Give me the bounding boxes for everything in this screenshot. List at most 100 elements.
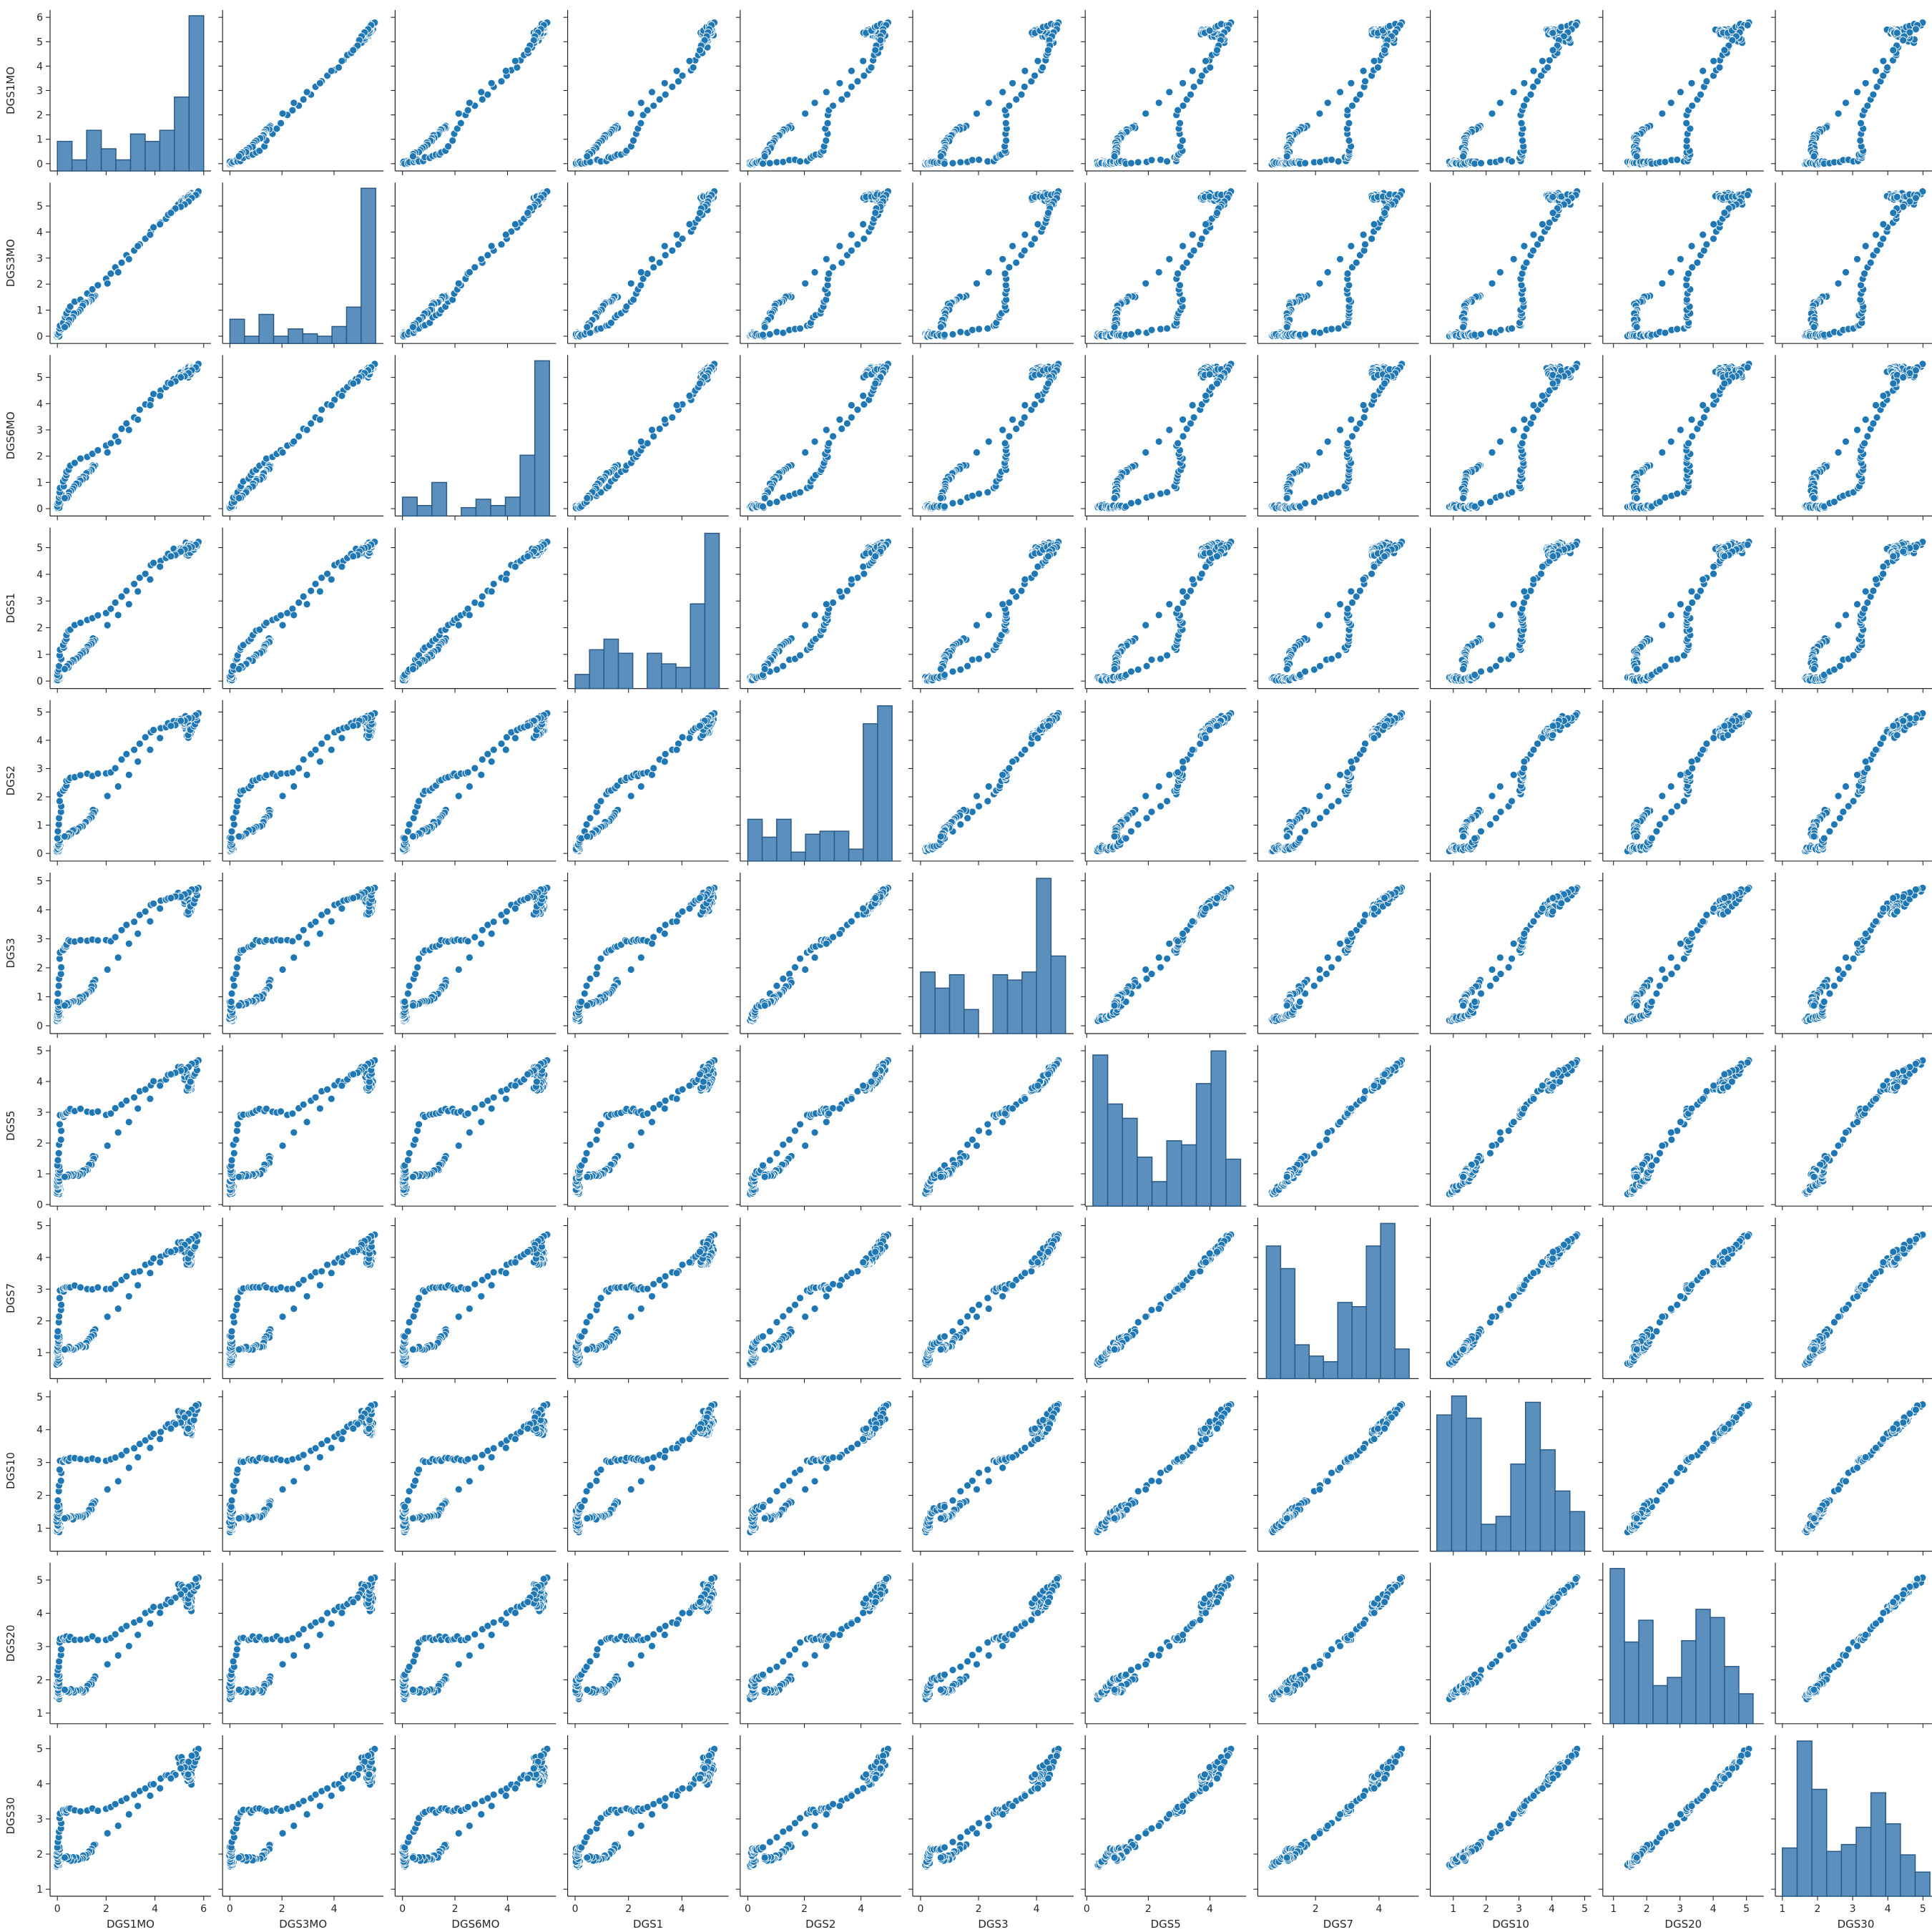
data-point [307, 419, 315, 428]
data-point [1134, 158, 1142, 167]
data-point [661, 90, 670, 99]
panel-dgs6mo-vs-dgs20 [1598, 355, 1764, 521]
histogram-bar [401, 496, 418, 517]
data-point [409, 323, 417, 331]
data-point [1009, 79, 1016, 87]
data-point [1213, 46, 1221, 54]
data-point [1522, 258, 1531, 267]
data-point [629, 137, 637, 144]
data-point [524, 46, 532, 54]
data-point [848, 83, 855, 91]
data-point [1202, 392, 1210, 400]
data-point [235, 494, 243, 502]
data-point [1345, 137, 1353, 144]
data-point [1165, 88, 1174, 97]
data-point [1206, 64, 1215, 72]
histogram-bar [416, 504, 433, 517]
data-point [1345, 281, 1353, 290]
data-point [948, 499, 957, 507]
panel-dgs3mo-vs-dgs3mo [218, 182, 384, 348]
y-tick-label: 6 [36, 12, 43, 24]
data-point [1459, 323, 1467, 331]
y-axis-label: DGS3MO [4, 239, 17, 287]
data-point [848, 230, 855, 239]
y-tick-label: 2 [36, 451, 43, 463]
data-point [1381, 379, 1389, 388]
data-point [124, 255, 133, 263]
histogram-dgs1mo [57, 15, 205, 172]
data-point [103, 448, 112, 456]
data-point [1508, 488, 1516, 496]
data-point [1001, 270, 1009, 278]
data-point [1142, 109, 1150, 118]
data-point [672, 67, 681, 75]
data-point [1370, 392, 1378, 400]
data-point [1176, 281, 1184, 290]
data-point [1110, 494, 1119, 502]
panel-dgs1mo-vs-dgs5 [1081, 10, 1247, 175]
data-point [456, 119, 465, 127]
data-point [1179, 79, 1187, 87]
data-point [1348, 432, 1356, 441]
data-point [1687, 416, 1696, 423]
data-point [649, 102, 658, 110]
data-point [1127, 499, 1135, 507]
data-point [860, 72, 868, 80]
y-axis-label: DGS1MO [4, 67, 17, 114]
scatter-points [921, 360, 1063, 513]
data-point [487, 79, 496, 87]
data-point [1879, 57, 1888, 65]
data-point [1334, 157, 1343, 166]
data-point [1154, 99, 1163, 107]
data-point [1861, 79, 1870, 87]
data-point [1323, 99, 1332, 107]
data-point [1190, 83, 1198, 91]
data-point [956, 498, 965, 506]
data-point [765, 159, 774, 167]
data-point [941, 330, 948, 339]
data-point [660, 242, 669, 250]
data-point [660, 416, 669, 423]
data-point [1031, 401, 1039, 408]
histogram-bar [273, 335, 289, 344]
data-point [315, 79, 324, 87]
data-point [466, 99, 474, 107]
data-point [583, 494, 592, 502]
data-point [759, 502, 767, 511]
histogram-bar [361, 187, 377, 344]
data-point [1667, 438, 1675, 446]
scatter-points [1093, 187, 1235, 341]
data-point [1856, 137, 1865, 144]
data-point [1743, 21, 1752, 29]
data-point [1301, 330, 1309, 338]
data-point [941, 502, 948, 511]
data-point [848, 413, 855, 421]
scatter-points [572, 360, 718, 513]
y-tick-label: 4 [36, 227, 43, 238]
data-point [1517, 119, 1526, 127]
data-point [941, 160, 948, 168]
data-point [1661, 494, 1669, 501]
scatter-points [1801, 360, 1927, 513]
data-point [77, 454, 84, 463]
data-point [685, 220, 694, 228]
data-point [848, 401, 855, 409]
data-point [327, 401, 335, 409]
data-point [1477, 159, 1485, 167]
data-point [1520, 242, 1529, 250]
y-tick-label: 0 [36, 331, 43, 343]
data-point [1496, 491, 1505, 500]
data-point [1134, 328, 1142, 336]
data-point [1021, 230, 1029, 239]
panel-dgs1mo-vs-dgs1 [563, 10, 729, 175]
y-tick-label: 1 [36, 477, 43, 489]
data-point [1359, 230, 1368, 239]
scatter-points [1623, 360, 1753, 513]
scatter-points [398, 19, 551, 169]
data-point [277, 119, 285, 127]
data-point [643, 270, 652, 278]
data-point [103, 279, 112, 288]
data-point [146, 401, 155, 409]
